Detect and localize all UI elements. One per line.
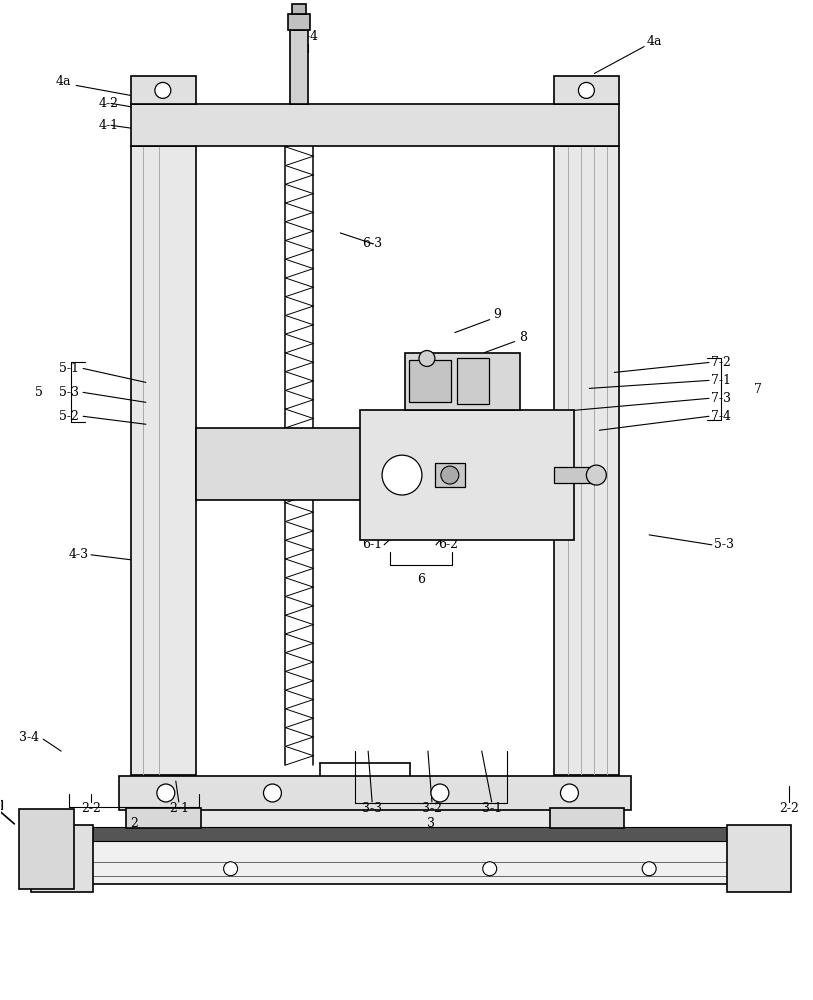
- Text: 6-2: 6-2: [438, 538, 458, 551]
- Text: 5-3: 5-3: [714, 538, 734, 551]
- Text: 5-3: 5-3: [59, 386, 79, 399]
- Bar: [131, 146, 196, 775]
- Bar: [554, 76, 620, 104]
- Text: 6-1: 6-1: [362, 538, 382, 551]
- Bar: [0, 800, 2, 809]
- Circle shape: [431, 784, 449, 802]
- Circle shape: [441, 466, 459, 484]
- Text: 4-2: 4-2: [99, 97, 119, 110]
- Circle shape: [483, 862, 497, 876]
- Text: 9: 9: [493, 308, 502, 321]
- Bar: [457, 358, 489, 404]
- Text: 3-4: 3-4: [20, 731, 39, 744]
- Bar: [126, 808, 201, 828]
- Text: 4-1: 4-1: [99, 119, 120, 132]
- Text: 7-2: 7-2: [711, 356, 731, 369]
- Bar: [31, 829, 789, 884]
- Circle shape: [586, 465, 606, 485]
- Text: 3: 3: [427, 817, 435, 830]
- Text: 2-2: 2-2: [81, 802, 101, 815]
- Bar: [409, 360, 451, 402]
- Text: 8: 8: [520, 331, 528, 344]
- Bar: [435, 463, 465, 487]
- Text: 2-1: 2-1: [169, 802, 189, 815]
- Circle shape: [157, 784, 175, 802]
- Bar: [293, 4, 307, 14]
- Circle shape: [419, 351, 435, 366]
- Text: 6-3: 6-3: [362, 237, 382, 250]
- Text: 7: 7: [754, 383, 762, 396]
- Bar: [550, 808, 624, 828]
- Bar: [31, 825, 93, 892]
- Text: 2: 2: [130, 817, 138, 830]
- Text: 7-3: 7-3: [711, 392, 731, 405]
- Bar: [727, 825, 791, 892]
- Text: 2-2: 2-2: [779, 802, 798, 815]
- Circle shape: [22, 832, 41, 850]
- Bar: [41, 827, 779, 841]
- Circle shape: [382, 455, 422, 495]
- Text: 5-2: 5-2: [59, 410, 79, 423]
- Bar: [554, 467, 597, 483]
- Text: 7-4: 7-4: [711, 410, 731, 423]
- Circle shape: [224, 862, 237, 876]
- Circle shape: [263, 784, 281, 802]
- Bar: [131, 104, 620, 146]
- Circle shape: [578, 82, 594, 98]
- Bar: [360, 410, 575, 540]
- Text: 3-2: 3-2: [422, 802, 442, 815]
- Circle shape: [41, 835, 53, 847]
- Circle shape: [642, 862, 656, 876]
- Text: 3-1: 3-1: [481, 802, 502, 815]
- Text: 4a: 4a: [55, 75, 71, 88]
- Circle shape: [560, 784, 578, 802]
- Bar: [131, 76, 196, 104]
- Bar: [166, 785, 575, 832]
- Bar: [405, 353, 520, 410]
- Bar: [196, 428, 554, 500]
- Text: 5-1: 5-1: [59, 362, 79, 375]
- Bar: [289, 14, 311, 30]
- Text: 5-4: 5-4: [298, 30, 319, 43]
- Bar: [554, 146, 620, 775]
- Text: 3-3: 3-3: [362, 802, 382, 815]
- Bar: [290, 30, 308, 104]
- Text: 5: 5: [36, 386, 43, 399]
- Text: 6: 6: [417, 573, 425, 586]
- Circle shape: [28, 837, 35, 845]
- Bar: [20, 809, 74, 889]
- Text: 7-1: 7-1: [711, 374, 731, 387]
- Text: 4a: 4a: [646, 35, 662, 48]
- Bar: [119, 776, 631, 810]
- Circle shape: [154, 82, 171, 98]
- Text: 4-3: 4-3: [69, 548, 89, 561]
